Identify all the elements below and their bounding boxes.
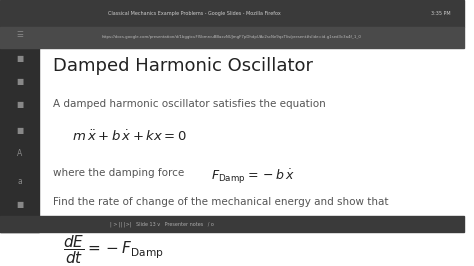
Text: | > || |>|   Slide 13 v   Presenter notes   / o: | > || |>| Slide 13 v Presenter notes / …: [110, 221, 214, 227]
Text: where the damping force: where the damping force: [53, 168, 184, 178]
Text: A: A: [17, 149, 22, 158]
Text: ■: ■: [16, 126, 23, 135]
Text: 3:35 PM: 3:35 PM: [430, 11, 450, 16]
Text: $m\,\ddot{x}+b\,\dot{x}+kx=0$: $m\,\ddot{x}+b\,\dot{x}+kx=0$: [72, 129, 187, 143]
Bar: [39, 48, 464, 216]
Text: $\dfrac{dE}{dt}=-F_{\mathrm{Damp}}$: $\dfrac{dE}{dt}=-F_{\mathrm{Damp}}$: [63, 233, 164, 266]
Text: ■: ■: [16, 53, 23, 63]
Bar: [0, 216, 464, 232]
Text: Classical Mechanics Example Problems - Google Slides - Mozilla Firefox: Classical Mechanics Example Problems - G…: [109, 11, 281, 16]
Bar: [0, 48, 39, 232]
Text: ■: ■: [16, 100, 23, 109]
Text: $F_{\mathrm{Damp}}=-b\,\dot{x}$: $F_{\mathrm{Damp}}=-b\,\dot{x}$: [211, 167, 295, 186]
Text: A damped harmonic oscillator satisfies the equation: A damped harmonic oscillator satisfies t…: [53, 99, 326, 109]
Text: ■: ■: [16, 77, 23, 86]
Text: Find the rate of change of the mechanical energy and show that: Find the rate of change of the mechanica…: [53, 197, 389, 207]
Text: Damped Harmonic Oscillator: Damped Harmonic Oscillator: [53, 57, 313, 75]
Text: a: a: [18, 177, 22, 186]
Text: https://docs.google.com/presentation/d/1bggtcuFl5bmrcuBBaxvNUJmgF7pDhdpUAc2scNe9: https://docs.google.com/presentation/d/1…: [102, 35, 362, 39]
Text: ■: ■: [16, 200, 23, 209]
Text: ☰: ☰: [16, 30, 23, 39]
Bar: [0, 27, 464, 48]
Bar: [0, 0, 464, 27]
